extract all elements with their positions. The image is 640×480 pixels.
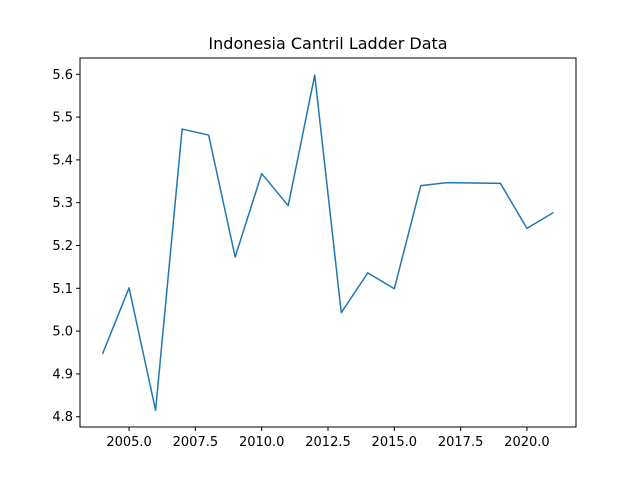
- x-tick-label: 2020.0: [504, 435, 550, 450]
- x-tick-label: 2015.0: [372, 435, 418, 450]
- x-tick-label: 2012.5: [305, 435, 351, 450]
- y-tick-label: 5.3: [52, 196, 73, 211]
- y-axis: 4.8 4.9 5.0 5.1 5.2 5.3 5.4 5.5 5.6: [52, 68, 80, 425]
- x-tick-label: 2007.5: [173, 435, 219, 450]
- y-tick-label: 5.0: [52, 325, 73, 340]
- series-line: [101, 74, 554, 412]
- y-tick-label: 4.9: [52, 367, 73, 382]
- x-tick-label: 2005.0: [106, 435, 152, 450]
- y-tick-label: 5.4: [52, 153, 73, 168]
- y-tick-label: 5.1: [52, 282, 73, 297]
- y-tick-label: 5.2: [52, 239, 73, 254]
- axes-frame: [79, 57, 577, 428]
- y-tick-label: 5.6: [52, 68, 73, 83]
- chart-title: Indonesia Cantril Ladder Data: [208, 34, 447, 53]
- x-tick-label: 2017.5: [438, 435, 484, 450]
- plot-area: [101, 74, 554, 412]
- y-tick-label: 4.8: [52, 410, 73, 425]
- x-axis: 2005.0 2007.5 2010.0 2012.5 2015.0 2017.5 2020…: [106, 427, 550, 450]
- y-tick-label: 5.5: [52, 111, 73, 126]
- x-tick-label: 2010.0: [239, 435, 285, 450]
